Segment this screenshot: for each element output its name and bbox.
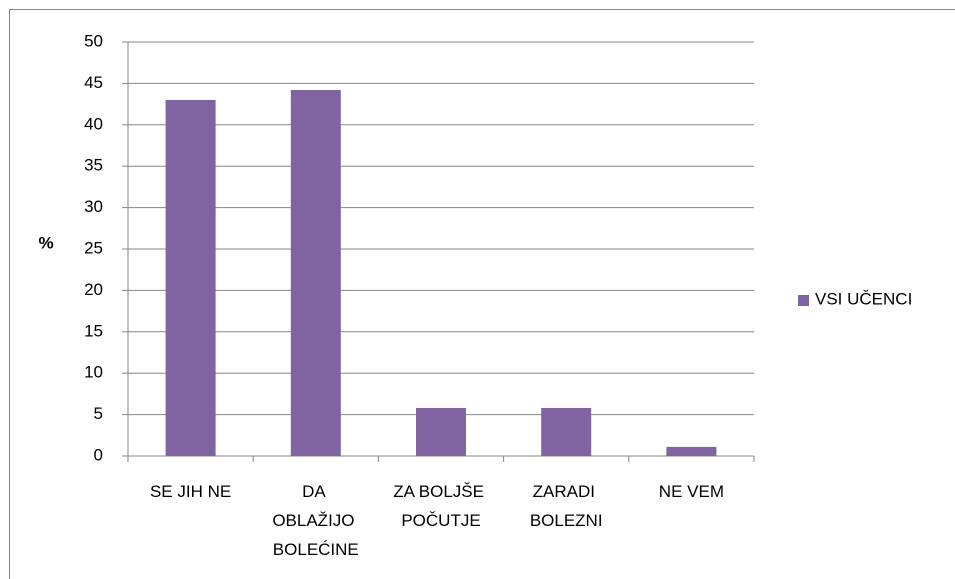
y-tick-label: 40 bbox=[84, 114, 103, 133]
x-tick-label: DA OBLAŽIJO BOLEĆINE bbox=[272, 482, 359, 559]
bar bbox=[290, 90, 341, 457]
legend-swatch bbox=[798, 295, 809, 306]
y-tick-label: 10 bbox=[84, 363, 103, 382]
bar bbox=[541, 407, 592, 456]
y-tick-label: 20 bbox=[84, 280, 103, 299]
y-tick-label: 35 bbox=[84, 156, 103, 175]
x-tick-label: NE VEM bbox=[659, 482, 724, 501]
x-tick-label: ZARADI BOLEZNI bbox=[530, 482, 603, 530]
y-tick-label: 15 bbox=[84, 321, 103, 340]
chart-border bbox=[9, 9, 955, 579]
x-tick-label: ZA BOLJŠE POČUTJE bbox=[393, 482, 488, 530]
x-tick-label: SE JIH NE bbox=[150, 482, 231, 501]
y-tick-label: 0 bbox=[94, 445, 103, 464]
bar bbox=[165, 99, 216, 457]
y-tick-label: 30 bbox=[84, 197, 103, 216]
legend-label: VSI UČENCI bbox=[815, 289, 912, 308]
y-axis-label: % bbox=[38, 233, 53, 252]
y-tick-label: 45 bbox=[84, 73, 103, 92]
y-tick-label: 25 bbox=[84, 238, 103, 257]
bar bbox=[666, 446, 717, 456]
y-tick-label: 50 bbox=[84, 31, 103, 50]
bar bbox=[416, 407, 466, 456]
y-tick-label: 5 bbox=[94, 404, 103, 423]
